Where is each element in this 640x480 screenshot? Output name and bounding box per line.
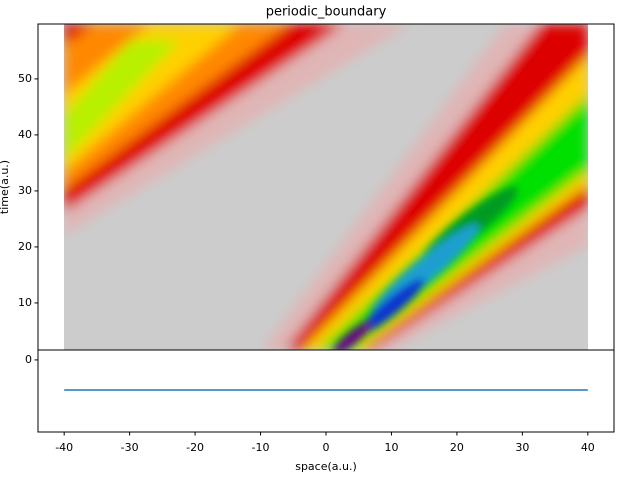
axes-frame [37, 349, 615, 433]
x-tick-label: 0 [323, 441, 330, 454]
x-tick-label: -40 [55, 441, 73, 454]
x-tick-label: -30 [121, 441, 139, 454]
x-tick-label: 20 [450, 441, 464, 454]
y-tick-label: 10 [18, 296, 32, 309]
x-tick-label: 40 [581, 441, 595, 454]
chart-title: periodic_boundary [266, 5, 387, 20]
x-tick-label: 10 [384, 441, 398, 454]
x-tick-label: -20 [186, 441, 204, 454]
y-tick-label: 50 [18, 72, 32, 85]
y-tick-label: 30 [18, 184, 32, 197]
x-tick-label: 30 [515, 441, 529, 454]
y-axis-label: time(a.u.) [0, 160, 11, 214]
y-tick-label: 20 [18, 240, 32, 253]
y-tick-label: 40 [18, 128, 32, 141]
x-tick-label: -10 [252, 441, 270, 454]
x-axis-label: space(a.u.) [295, 460, 357, 473]
contour-field [64, 24, 588, 350]
y-tick-label: 0 [25, 353, 32, 366]
